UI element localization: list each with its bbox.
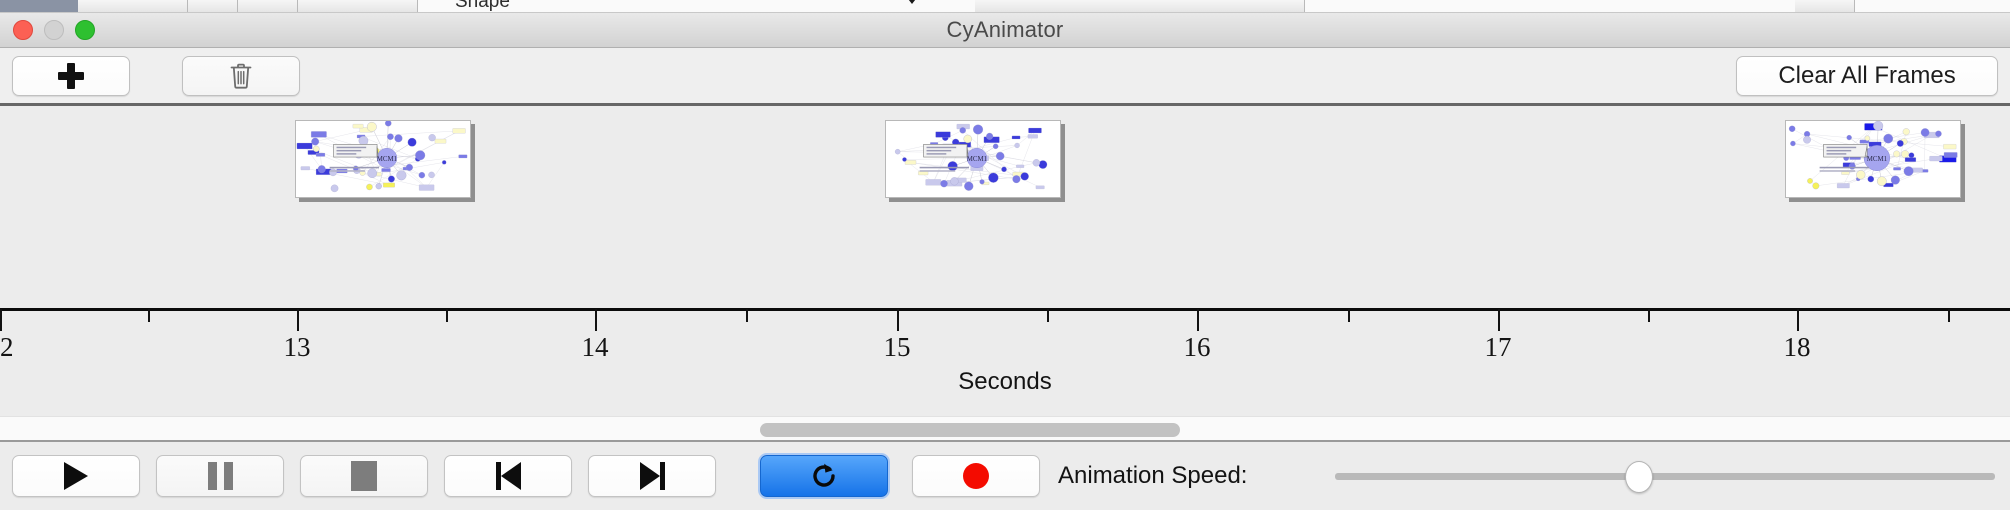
- ruler-tick: [1648, 309, 1650, 322]
- ruler-tick: [1197, 309, 1199, 331]
- title-bar: CyAnimator: [0, 13, 2010, 48]
- timeline-frame-thumbnail[interactable]: MCM1: [295, 120, 471, 198]
- background-app-label: Shape: [455, 0, 510, 12]
- timeline-panel[interactable]: MCM1 MCM1 MCM1 12 13 14 15 16 17 18 Seconds: [0, 106, 2010, 416]
- pause-icon: [207, 462, 233, 490]
- clear-all-frames-button[interactable]: Clear All Frames: [1736, 55, 1998, 96]
- play-button[interactable]: [12, 455, 140, 497]
- ruler-tick-label: 15: [883, 332, 911, 362]
- ruler-tick: [1047, 309, 1049, 322]
- ruler-tick: [1348, 309, 1350, 322]
- ruler-tick-label: 14: [581, 332, 609, 362]
- stop-icon: [351, 461, 377, 491]
- skip-end-icon: [639, 462, 665, 490]
- cyanimator-window: CyAnimator Clear All Frames MCM1 MCM1 MC…: [0, 13, 2010, 510]
- background-app-strip: Shape: [0, 0, 2010, 13]
- svg-text:MCM1: MCM1: [1867, 156, 1888, 163]
- axis-title: Seconds: [958, 368, 1052, 395]
- timeline-ruler: [0, 308, 2010, 311]
- minimize-button[interactable]: [44, 20, 64, 40]
- timeline-frame-thumbnail[interactable]: MCM1: [1785, 120, 1961, 198]
- stop-button[interactable]: [300, 455, 428, 497]
- background-tab: [78, 0, 188, 12]
- background-selected-tab: [0, 0, 78, 12]
- loop-icon: [809, 461, 839, 491]
- timeline-frame-thumbnail[interactable]: MCM1: [885, 120, 1061, 198]
- svg-text:MCM1: MCM1: [377, 156, 398, 163]
- ruler-tick-label: 12: [0, 332, 14, 362]
- add-frame-button[interactable]: [12, 55, 130, 96]
- ruler-tick: [1797, 309, 1799, 331]
- ruler-tick: [148, 309, 150, 322]
- ruler-tick: [1498, 309, 1500, 331]
- ruler-tick-label: 17: [1484, 332, 1512, 362]
- skip-end-button[interactable]: [588, 455, 716, 497]
- background-tab: [298, 0, 418, 12]
- maximize-button[interactable]: [75, 20, 95, 40]
- svg-text:MCM1: MCM1: [967, 156, 988, 163]
- slider-track[interactable]: [1335, 473, 1995, 480]
- playback-bar: Animation Speed:: [0, 442, 2010, 510]
- scrollbar-thumb[interactable]: [760, 423, 1180, 437]
- play-icon: [64, 462, 88, 490]
- plus-icon: [58, 62, 84, 89]
- ruler-tick: [595, 309, 597, 331]
- background-tab: [975, 0, 1305, 12]
- ruler-tick: [897, 309, 899, 331]
- ruler-tick-label: 16: [1183, 332, 1211, 362]
- ruler-tick: [746, 309, 748, 322]
- trash-icon: [230, 63, 252, 89]
- window-title: CyAnimator: [946, 17, 1064, 42]
- horizontal-scrollbar[interactable]: [0, 416, 2010, 442]
- ruler-tick: [297, 309, 299, 331]
- animation-speed-label: Animation Speed:: [1058, 462, 1248, 489]
- loop-button[interactable]: [760, 455, 888, 497]
- record-icon: [963, 463, 989, 489]
- ruler-tick: [1948, 309, 1950, 322]
- ruler-tick-label: 18: [1783, 332, 1811, 362]
- animation-speed-slider[interactable]: [1335, 461, 1995, 493]
- toolbar: Clear All Frames: [0, 48, 2010, 106]
- close-button[interactable]: [13, 20, 33, 40]
- delete-frame-button[interactable]: [182, 55, 300, 96]
- background-tab: [238, 0, 298, 12]
- background-tab: [188, 0, 238, 12]
- slider-knob[interactable]: [1625, 461, 1653, 493]
- ruler-tick-label: 13: [283, 332, 311, 362]
- skip-start-button[interactable]: [444, 455, 572, 497]
- background-caret-icon: [905, 0, 919, 4]
- pause-button[interactable]: [156, 455, 284, 497]
- ruler-tick: [0, 309, 2, 331]
- window-controls: [13, 20, 95, 40]
- background-tab: [1795, 0, 1855, 12]
- record-button[interactable]: [912, 455, 1040, 497]
- ruler-tick: [446, 309, 448, 322]
- skip-start-icon: [495, 462, 521, 490]
